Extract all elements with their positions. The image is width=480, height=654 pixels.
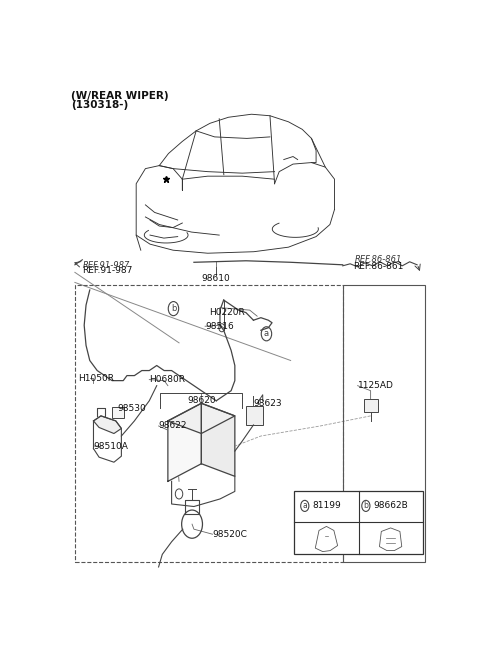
Text: 98520C: 98520C — [213, 530, 247, 539]
Polygon shape — [168, 404, 202, 481]
Text: 81199: 81199 — [312, 502, 341, 510]
Polygon shape — [202, 404, 235, 476]
Text: (130318-): (130318-) — [71, 99, 129, 110]
Bar — [294, 491, 423, 555]
Bar — [246, 405, 263, 425]
Text: a: a — [264, 330, 269, 338]
Text: REF.86-861: REF.86-861 — [354, 255, 402, 264]
Text: 98623: 98623 — [253, 399, 282, 408]
Bar — [343, 285, 424, 562]
Text: REF.91-987: REF.91-987 — [83, 266, 132, 275]
Text: 98530: 98530 — [118, 404, 146, 413]
Text: H0680R: H0680R — [149, 375, 185, 384]
Text: 98510A: 98510A — [94, 441, 128, 451]
Text: 1125AD: 1125AD — [358, 381, 394, 390]
Text: 98516: 98516 — [205, 322, 234, 331]
Bar — [112, 407, 124, 419]
Text: H1050R: H1050R — [79, 373, 115, 383]
Text: 98622: 98622 — [158, 421, 187, 430]
Text: 98610: 98610 — [202, 274, 230, 283]
Text: H0220R: H0220R — [209, 308, 244, 317]
Text: b: b — [363, 502, 368, 510]
Polygon shape — [94, 416, 121, 434]
Text: 98662B: 98662B — [373, 502, 408, 510]
Bar — [75, 285, 343, 562]
Text: (W/REAR WIPER): (W/REAR WIPER) — [71, 91, 169, 101]
Text: REF.91-987: REF.91-987 — [83, 262, 130, 270]
Text: b: b — [171, 304, 176, 313]
Text: 98620: 98620 — [187, 396, 216, 405]
Text: REF.86-861: REF.86-861 — [353, 262, 403, 271]
Bar — [364, 399, 378, 412]
Polygon shape — [168, 404, 235, 434]
Text: a: a — [302, 502, 307, 510]
